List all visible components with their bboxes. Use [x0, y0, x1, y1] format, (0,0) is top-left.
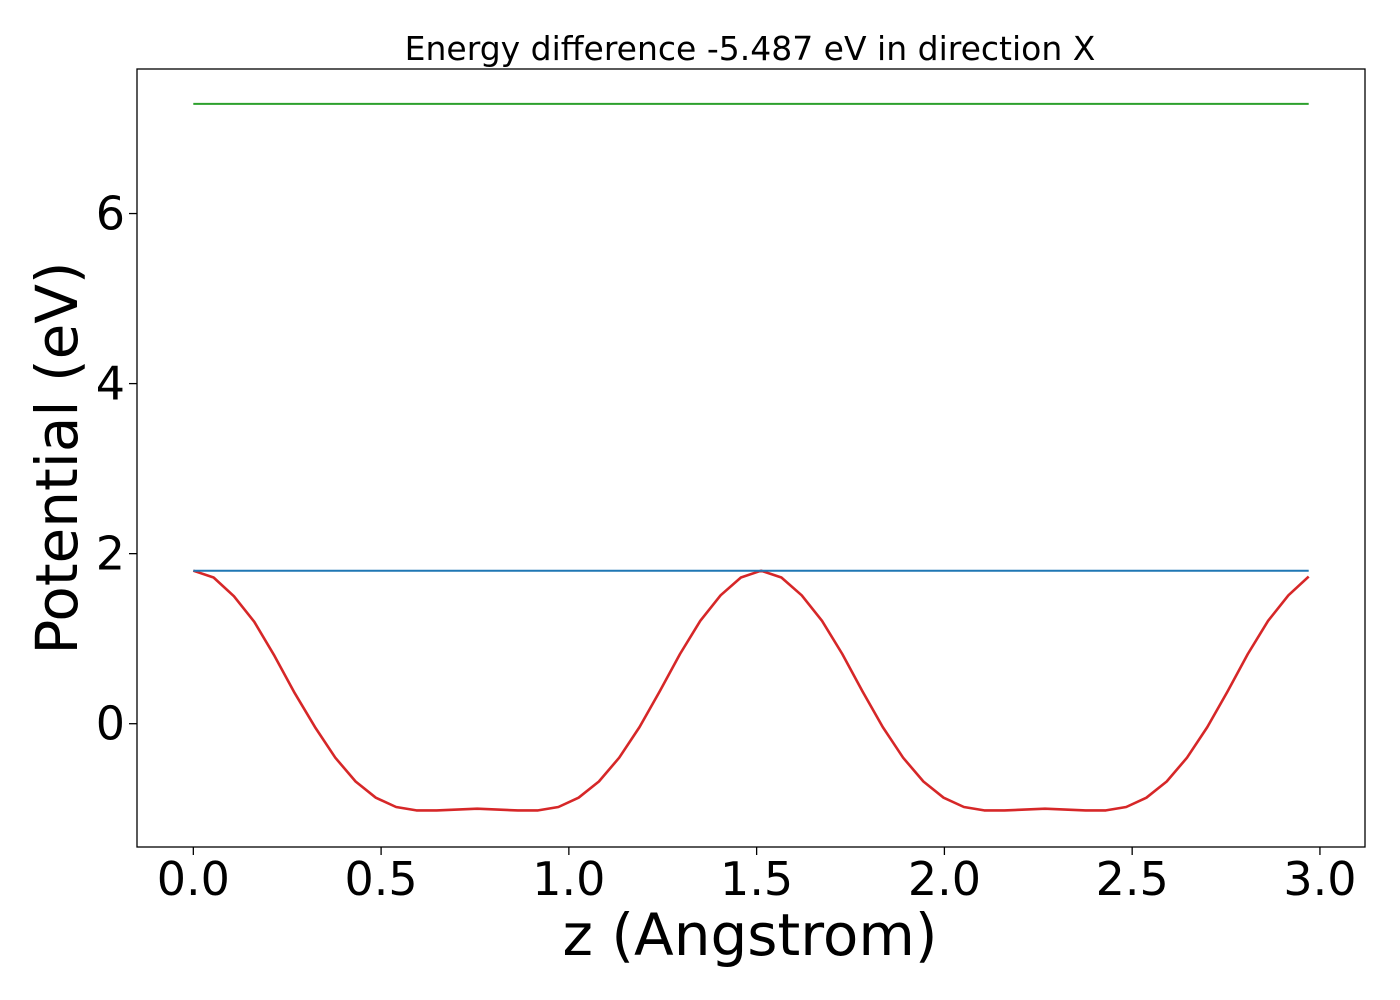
- y-tick-label: 4: [96, 357, 125, 411]
- x-tick-label: 3.0: [1283, 852, 1356, 906]
- x-tick-label: 2.0: [908, 852, 981, 906]
- chart-title: Energy difference -5.487 eV in direction…: [405, 29, 1096, 68]
- x-tick-label: 1.5: [720, 852, 793, 906]
- y-tick-label: 2: [96, 527, 125, 581]
- y-tick-label: 6: [96, 187, 125, 241]
- x-axis-label: z (Angstrom): [563, 901, 938, 969]
- x-tick-label: 2.5: [1096, 852, 1169, 906]
- y-tick-label: 0: [96, 697, 125, 751]
- x-tick-label: 1.0: [532, 852, 605, 906]
- series-line-1: [192, 569, 1310, 812]
- x-tick-label: 0.5: [345, 852, 418, 906]
- x-axis-ticks: 0.0 0.5 1.0 1.5 2.0 2.5 3.0: [157, 847, 1357, 906]
- series-layer: [192, 102, 1310, 812]
- y-axis-label: Potential (eV): [23, 261, 91, 654]
- plot-frame: [136, 68, 1366, 848]
- y-axis-ticks: 0 2 4 6: [96, 187, 137, 751]
- x-tick-label: 0.0: [157, 852, 230, 906]
